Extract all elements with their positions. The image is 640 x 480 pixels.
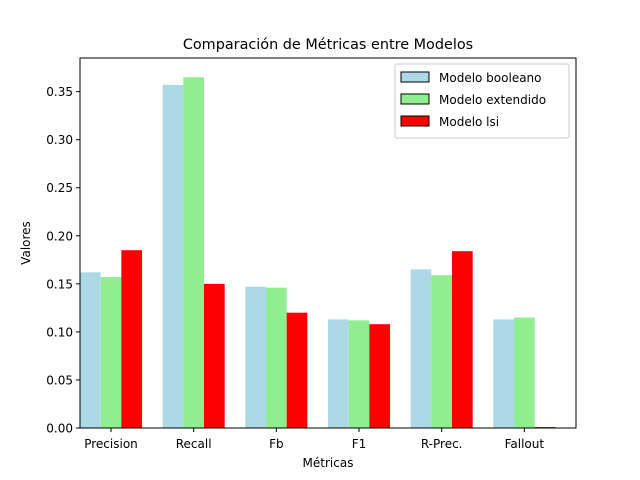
bar-modelo-booleano-precision <box>80 272 101 428</box>
bar-modelo-booleano-fb <box>245 286 266 428</box>
y-axis: 0.00 0.05 0.10 0.15 0.20 0.25 0.30 0.35 <box>46 85 80 436</box>
bar-modelo-extendido-fb <box>266 287 287 428</box>
bar-modelo-booleano-f1 <box>328 319 349 428</box>
y-tick-label: 0.35 <box>46 85 73 99</box>
x-axis-label: Métricas <box>303 456 354 470</box>
x-tick-label: Fallout <box>505 437 545 451</box>
bar-modelo-extendido-fallout <box>514 317 535 428</box>
y-tick-label: 0.00 <box>46 422 73 436</box>
x-tick-label: Recall <box>176 437 212 451</box>
legend-label: Modelo extendido <box>439 93 546 107</box>
y-tick-label: 0.30 <box>46 133 73 147</box>
bar-modelo-lsi-precision <box>121 250 142 428</box>
legend-swatch <box>400 93 430 105</box>
x-axis: Precision Recall Fb F1 R-Prec. Fallout <box>84 428 544 451</box>
bar-modelo-extendido-r-prec- <box>431 275 452 428</box>
legend-swatch <box>400 71 430 83</box>
bar-modelo-extendido-precision <box>100 277 122 428</box>
y-tick-label: 0.25 <box>46 181 73 195</box>
y-tick-label: 0.05 <box>46 373 73 387</box>
bar-modelo-lsi-recall <box>204 283 225 428</box>
legend: Modelo booleano Modelo extendido Modelo ls… <box>394 63 570 139</box>
bar-modelo-booleano-recall <box>162 84 184 428</box>
legend-label: Modelo booleano <box>439 71 542 85</box>
legend-swatch <box>400 115 430 127</box>
bar-modelo-booleano-fallout <box>493 319 514 428</box>
bar-modelo-booleano-r-prec- <box>410 269 432 428</box>
legend-label: Modelo lsi <box>439 115 499 129</box>
y-tick-label: 0.20 <box>46 229 73 243</box>
y-tick-label: 0.15 <box>46 277 73 291</box>
bar-modelo-lsi-fb <box>286 312 308 428</box>
bar-modelo-extendido-f1 <box>348 320 370 428</box>
bar-modelo-lsi-r-prec- <box>452 251 473 428</box>
y-axis-label: Valores <box>19 221 33 265</box>
bar-modelo-lsi-f1 <box>369 324 390 428</box>
x-tick-label: Fb <box>269 437 284 451</box>
chart-title: Comparación de Métricas entre Modelos <box>183 37 473 53</box>
bar-modelo-extendido-recall <box>183 77 204 428</box>
x-tick-label: F1 <box>352 437 367 451</box>
x-tick-label: R-Prec. <box>421 437 463 451</box>
y-tick-label: 0.10 <box>46 325 73 339</box>
x-tick-label: Precision <box>84 437 138 451</box>
legend-box <box>394 63 570 139</box>
bars-group <box>80 77 556 428</box>
plot-frame <box>79 57 577 429</box>
